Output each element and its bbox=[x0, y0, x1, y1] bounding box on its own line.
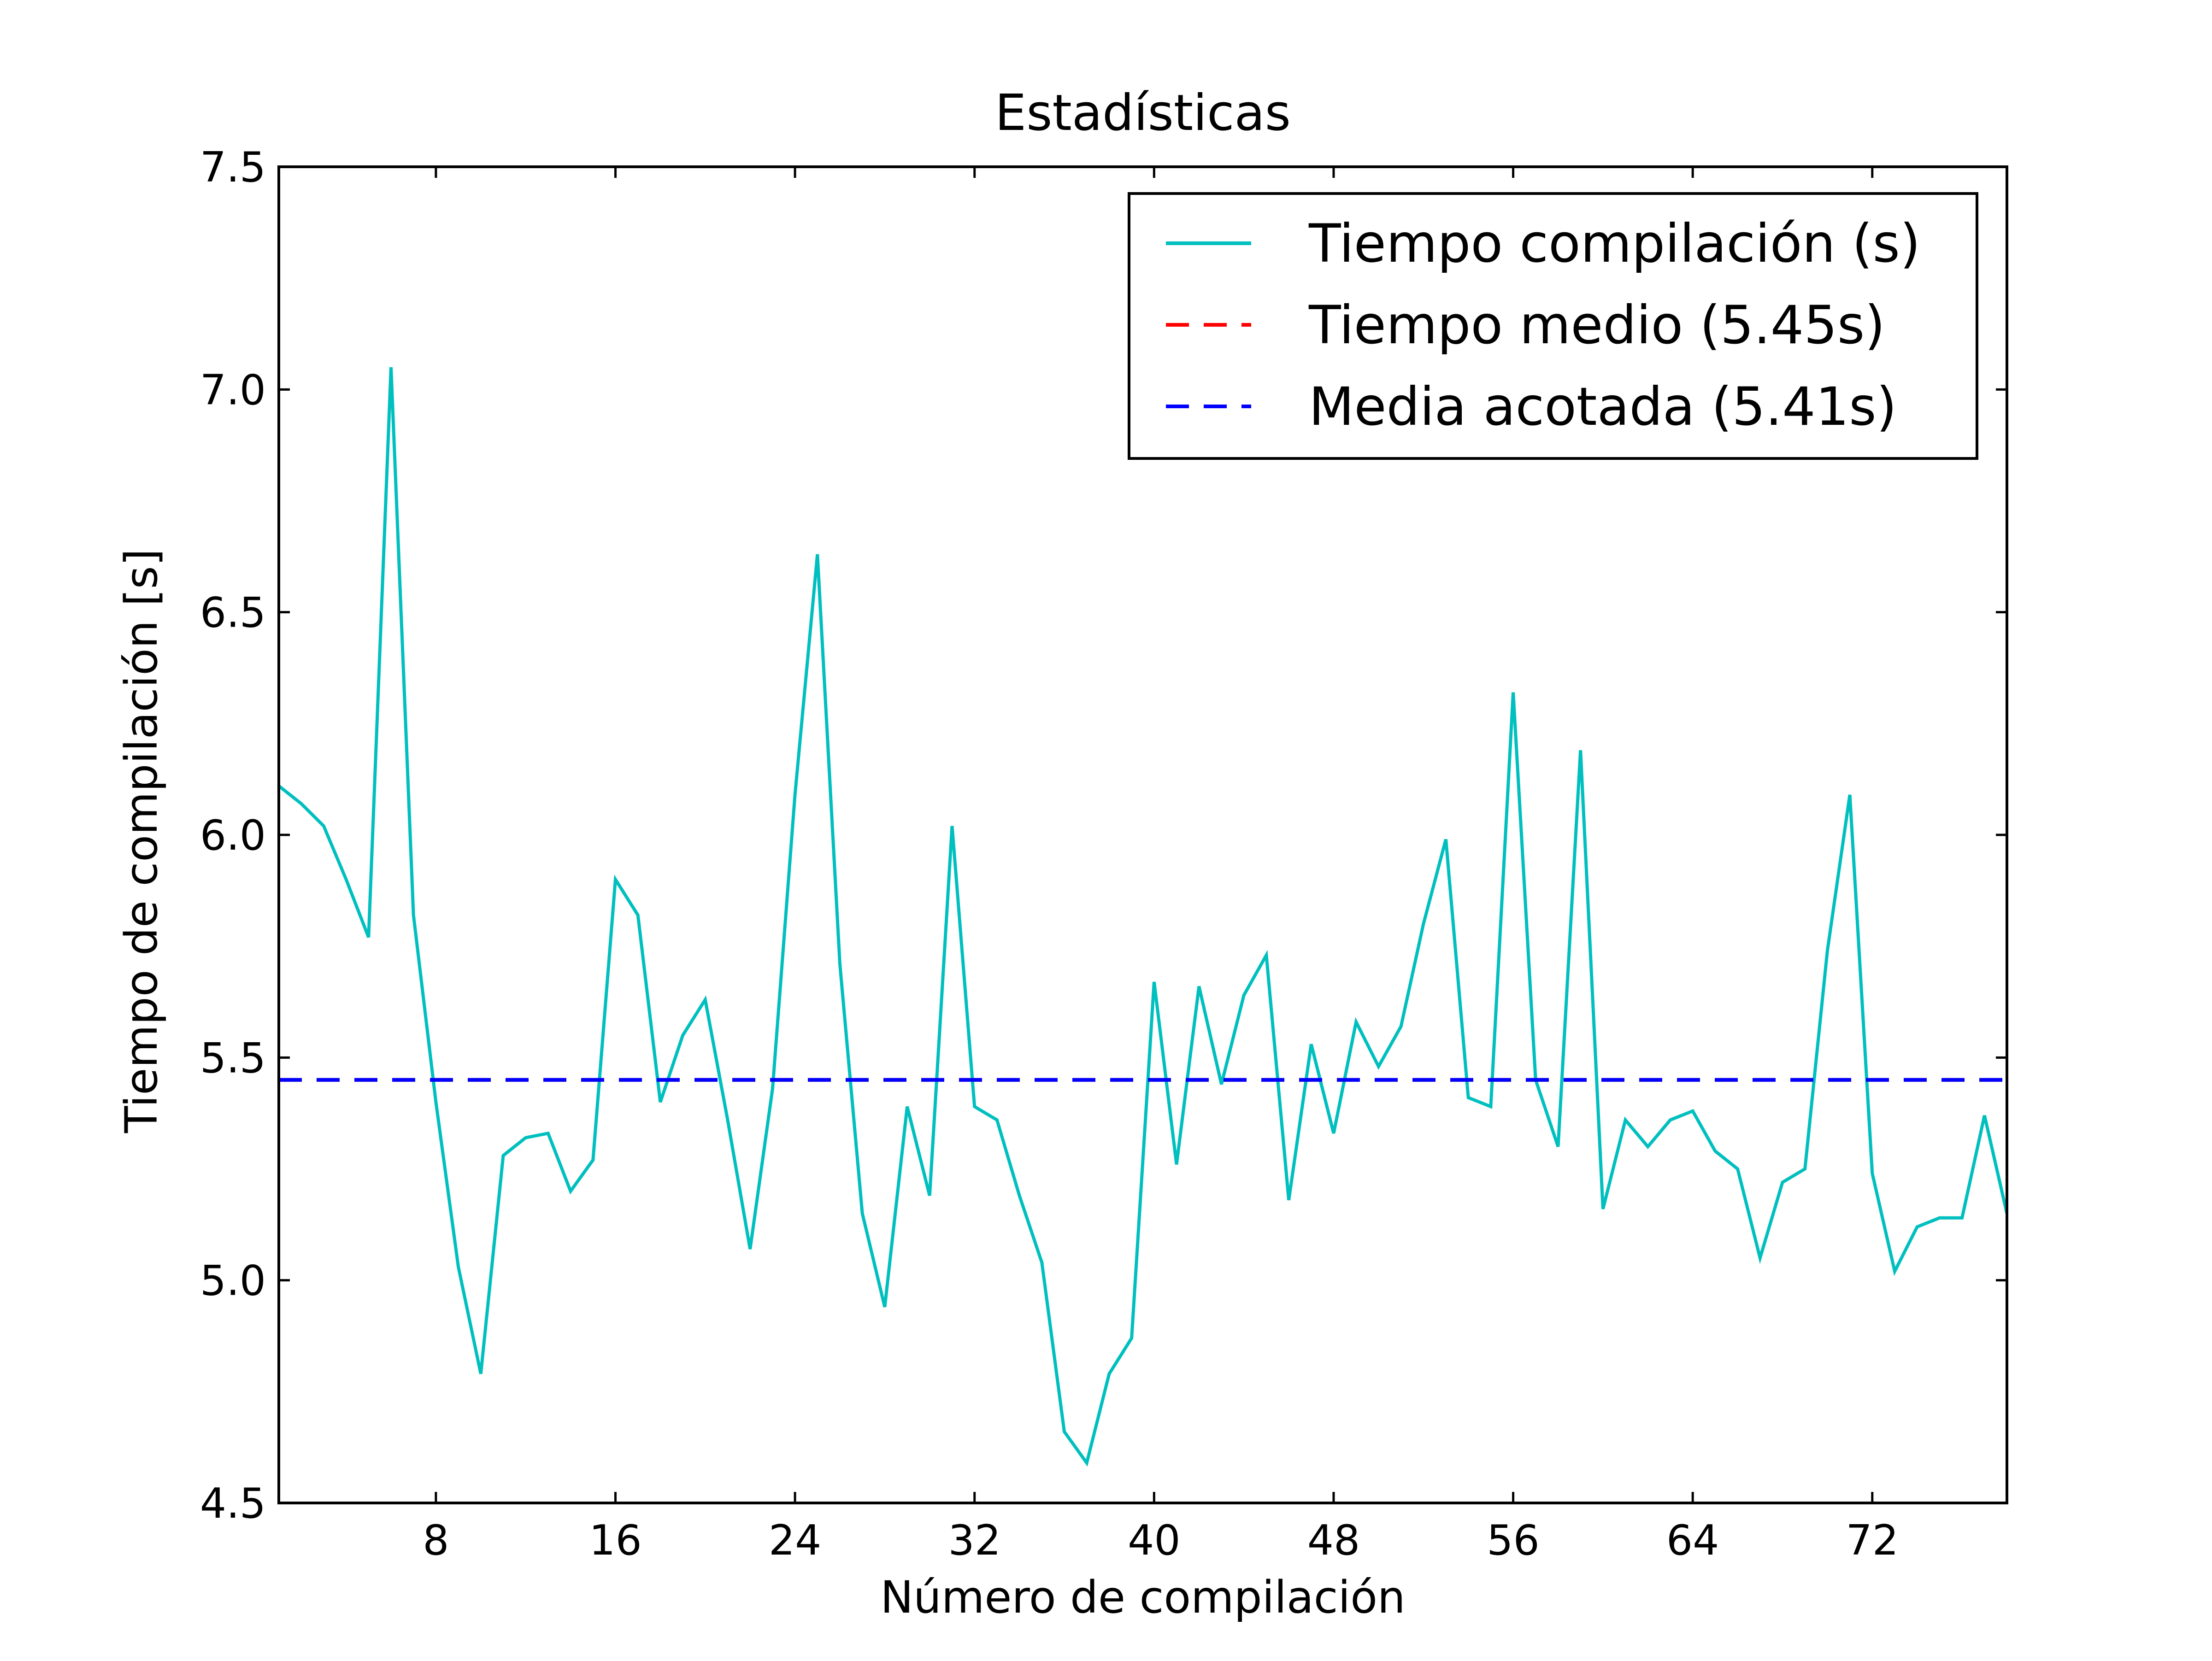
plot-series bbox=[279, 367, 2007, 1467]
series-line-1 bbox=[279, 367, 2007, 1467]
chart-title: Estadísticas bbox=[995, 84, 1291, 142]
x-tick-label: 8 bbox=[423, 1516, 449, 1565]
y-tick-label: 4.5 bbox=[200, 1479, 266, 1528]
x-tick-label: 64 bbox=[1666, 1516, 1719, 1565]
x-tick-label: 56 bbox=[1487, 1516, 1540, 1565]
legend-label-2: Tiempo medio (5.45s) bbox=[1308, 294, 1885, 356]
legend-label-3: Media acotada (5.41s) bbox=[1309, 376, 1897, 437]
y-tick-label: 5.0 bbox=[200, 1257, 266, 1305]
x-tick-label: 16 bbox=[589, 1516, 642, 1565]
y-tick-label: 7.5 bbox=[200, 143, 266, 192]
legend: Tiempo compilación (s) Tiempo medio (5.45… bbox=[1128, 192, 1978, 460]
legend-box bbox=[1128, 192, 1978, 460]
legend-label-1: Tiempo compilación (s) bbox=[1308, 213, 1920, 274]
x-tick-label: 40 bbox=[1128, 1516, 1181, 1565]
y-axis-label: Tiempo de compilación [s] bbox=[116, 549, 167, 1133]
y-tick-label: 5.5 bbox=[200, 1034, 266, 1082]
x-tick-label: 72 bbox=[1846, 1516, 1899, 1565]
x-tick-label: 32 bbox=[948, 1516, 1001, 1565]
y-tick-label: 6.0 bbox=[200, 811, 266, 860]
axis-ticks: 8 16 24 32 40 48 56 64 72 4.5 5.0 5.5 6.0 6.5 7.0 7.5 bbox=[200, 143, 2007, 1565]
x-tick-label: 48 bbox=[1307, 1516, 1360, 1565]
x-axis-label: Número de compilación bbox=[880, 1572, 1406, 1623]
y-tick-label: 6.5 bbox=[200, 589, 266, 637]
y-tick-label: 7.0 bbox=[200, 366, 266, 414]
x-tick-label: 24 bbox=[769, 1516, 822, 1565]
